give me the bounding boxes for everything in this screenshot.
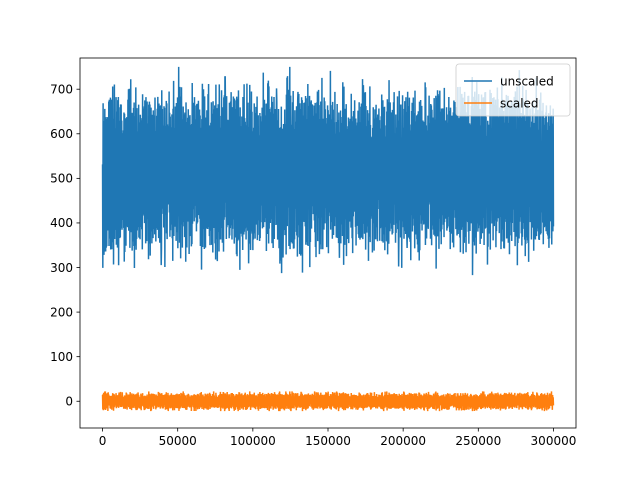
legend: unscaled scaled (455, 63, 571, 117)
series-line-unscaled (101, 66, 555, 276)
x-tick-label: 100000 (230, 434, 276, 448)
y-tick-label: 0 (65, 395, 73, 409)
x-axis: 0 50000 100000 150000 200000 250000 300000 (99, 428, 577, 448)
x-tick-label: 300000 (531, 434, 577, 448)
x-tick-label: 200000 (380, 434, 426, 448)
series-line-scaled (101, 391, 555, 412)
x-tick-label: 250000 (455, 434, 501, 448)
y-tick-label: 400 (50, 216, 73, 230)
x-tick-label: 0 (99, 434, 107, 448)
x-tick-label: 50000 (159, 434, 197, 448)
x-tick-label: 150000 (305, 434, 351, 448)
y-tick-label: 500 (50, 172, 73, 186)
legend-label-scaled: scaled (500, 96, 539, 110)
y-tick-label: 700 (50, 83, 73, 97)
legend-label-unscaled: unscaled (500, 74, 554, 88)
y-tick-label: 600 (50, 127, 73, 141)
y-tick-label: 300 (50, 261, 73, 275)
series-layer (101, 66, 555, 412)
y-tick-label: 100 (50, 350, 73, 364)
y-axis: 0 100 200 300 400 500 600 700 (50, 83, 80, 409)
y-tick-label: 200 (50, 305, 73, 319)
